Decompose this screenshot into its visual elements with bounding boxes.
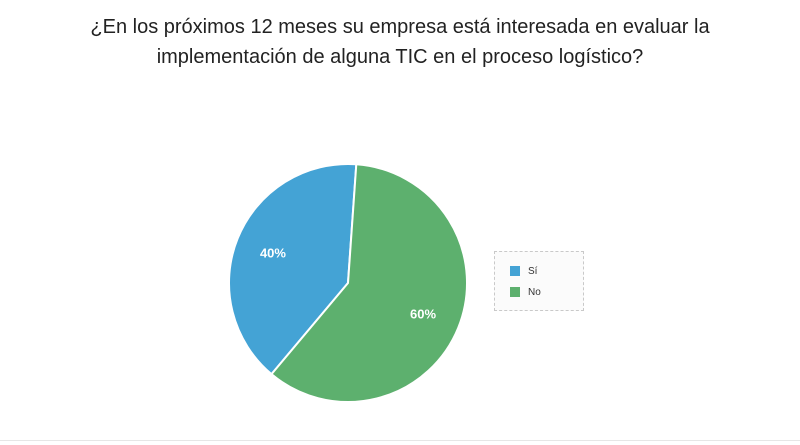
legend-swatch-no: [510, 287, 520, 297]
legend-swatch-si: [510, 266, 520, 276]
pie-label-no: 60%: [410, 306, 436, 321]
legend-label-si: Sí: [528, 265, 538, 277]
chart-title: ¿En los próximos 12 meses su empresa est…: [40, 12, 760, 72]
chart-title-line-1: ¿En los próximos 12 meses su empresa est…: [90, 16, 710, 38]
bottom-divider: [0, 440, 800, 441]
pie-slice-si: [228, 163, 358, 376]
legend-label-no: No: [528, 286, 541, 298]
pie-slice-no: [270, 163, 468, 403]
legend-item-no: No: [510, 285, 541, 299]
chart-legend: Sí No: [494, 251, 584, 311]
chart-title-line-2: implementación de alguna TIC en el proce…: [156, 46, 644, 68]
legend-item-si: Sí: [510, 264, 537, 278]
pie-label-si: 40%: [260, 246, 286, 261]
